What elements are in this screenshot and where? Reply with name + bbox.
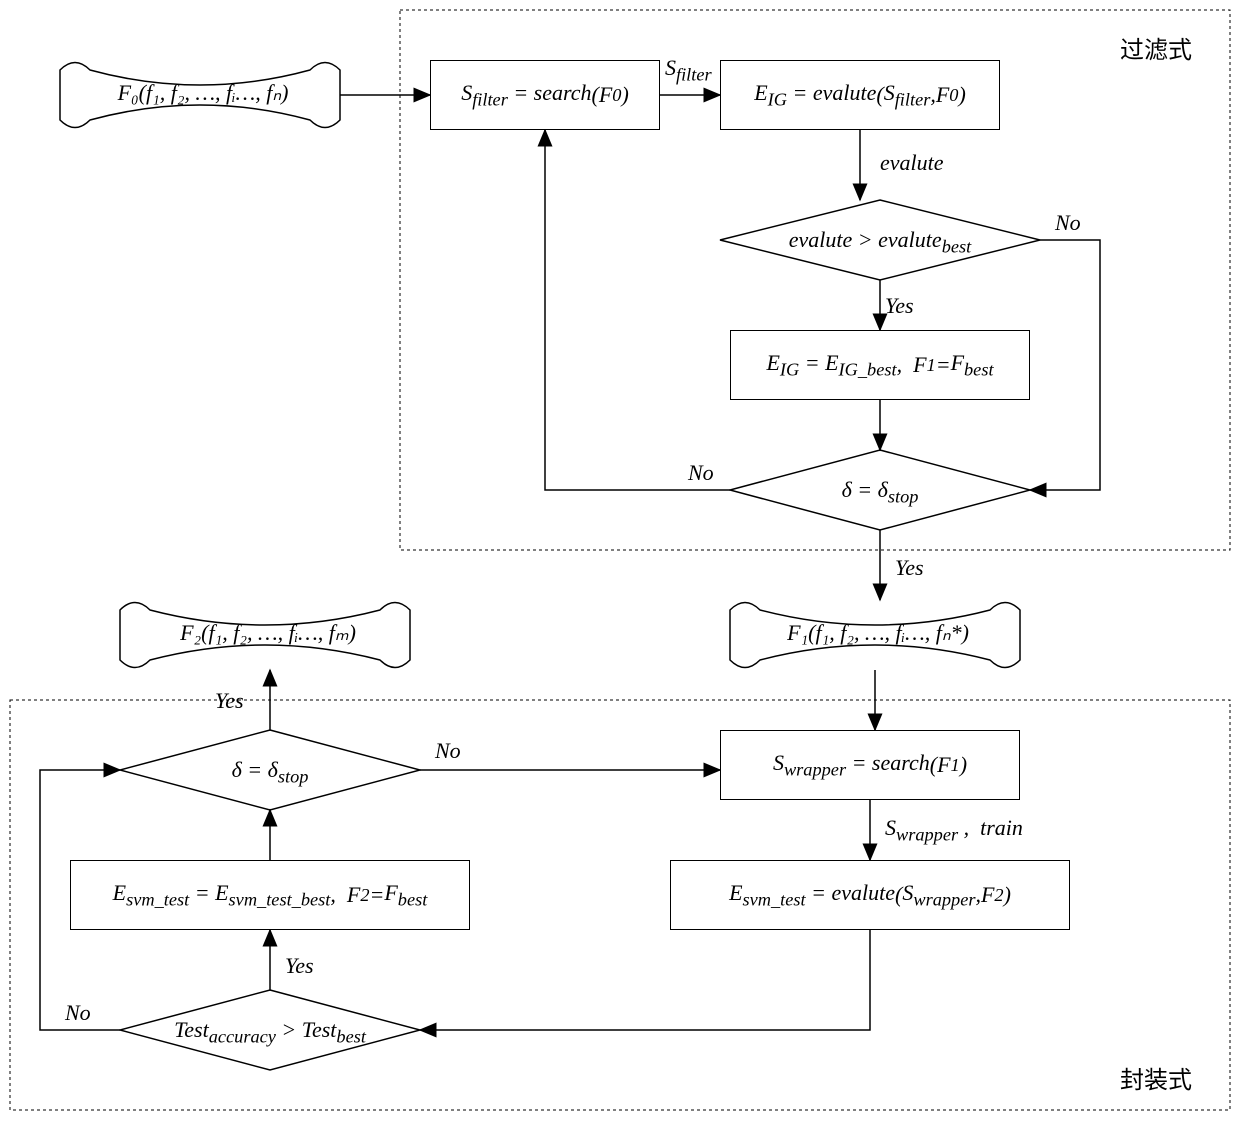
text-F1: F₁(f₁, f₂, …, fᵢ…, fₙ*) xyxy=(748,620,1008,646)
region-label-wrapper: 封装式 xyxy=(1120,1060,1192,1095)
label-yes1: Yes xyxy=(885,293,914,319)
region-label-filter: 过滤式 xyxy=(1120,30,1192,65)
text-cond-stop1: δ = δstop xyxy=(800,477,960,507)
label-yes4: Yes xyxy=(215,688,244,714)
text-F2: F₂(f₁, f₂, …, fᵢ…, fₘ) xyxy=(138,620,398,646)
label-evalute: evalute xyxy=(880,150,944,176)
box-eval1: Esvm_test = evalute(Swrapper, F2) xyxy=(670,860,1070,930)
label-no1: No xyxy=(1055,210,1081,236)
label-yes2: Yes xyxy=(895,555,924,581)
label-no4: No xyxy=(435,738,461,764)
label-swrapper: Swrapper , train xyxy=(885,815,1023,845)
box-eval0: EIG = evalute(Sfilter, F0) xyxy=(720,60,1000,130)
label-sfilter: Sfilter xyxy=(665,55,712,85)
text-F0: F₀(f₁, f₂, …, fᵢ…, fₙ) xyxy=(78,80,328,106)
text-cond-test: Testaccuracy > Testbest xyxy=(150,1017,390,1047)
box-assign1: EIG = EIG_best , F1 = Fbest xyxy=(730,330,1030,400)
text-cond-eval: evalute > evalutebest xyxy=(760,227,1000,257)
text-cond-stop2: δ = δstop xyxy=(190,757,350,787)
svg-layer xyxy=(0,0,1240,1126)
label-no3: No xyxy=(65,1000,91,1026)
label-yes3: Yes xyxy=(285,953,314,979)
box-assign2: Esvm_test = Esvm_test_best , F2 = Fbest xyxy=(70,860,470,930)
box-search1: Swrapper = search(F1) xyxy=(720,730,1020,800)
box-search0: Sfilter = search(F0) xyxy=(430,60,660,130)
label-no2: No xyxy=(688,460,714,486)
flowchart-canvas: Sfilter = search(F0) EIG = evalute(Sfilt… xyxy=(0,0,1240,1126)
